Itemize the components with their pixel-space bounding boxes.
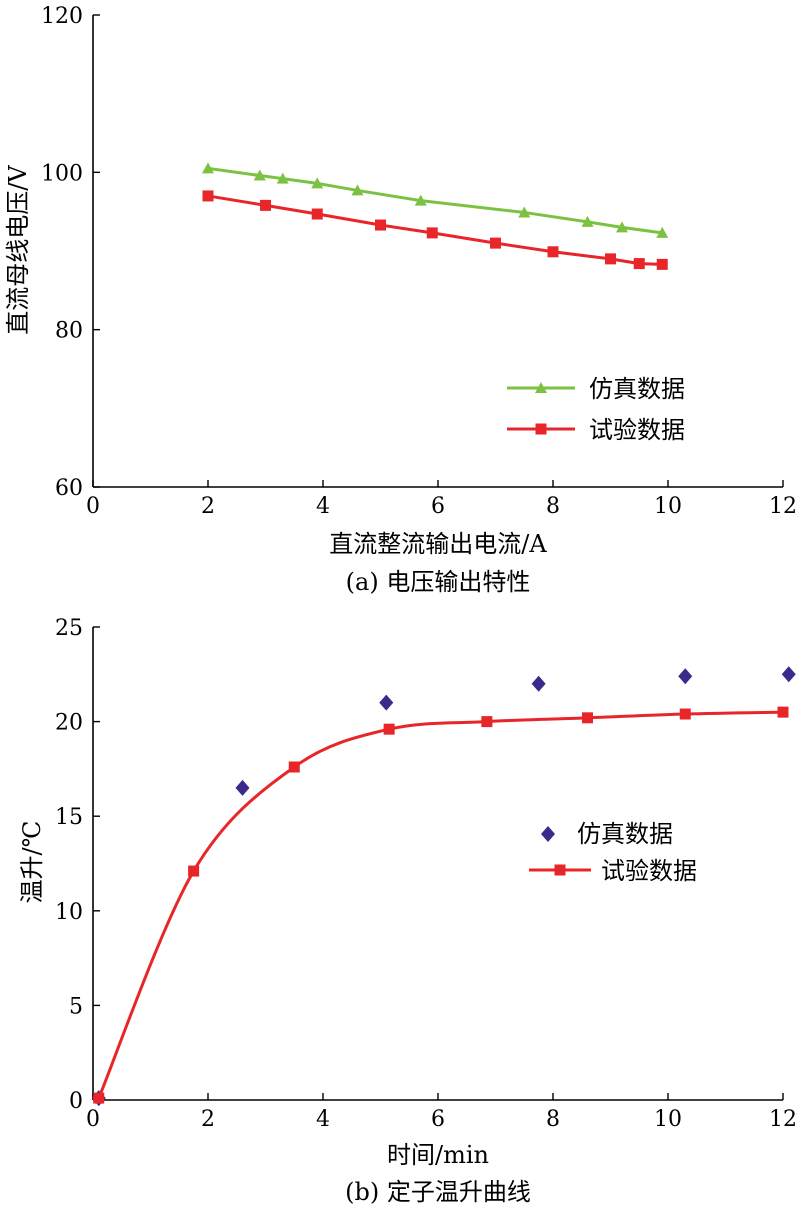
data-point: [202, 190, 214, 202]
data-point: [581, 215, 594, 227]
x-tick-label: 0: [86, 1107, 100, 1132]
x-axis-title: 时间/min: [387, 1141, 489, 1169]
y-tick-label: 15: [55, 805, 83, 830]
data-point: [777, 706, 789, 718]
y-tick-label: 100: [41, 161, 83, 186]
data-point: [633, 258, 645, 270]
x-tick-label: 10: [654, 494, 682, 519]
legend-label-sim: 仿真数据: [577, 820, 673, 848]
data-point: [93, 1092, 105, 1104]
data-point: [311, 177, 324, 189]
ticks: 0 2 4 6 8 10 12 0 5 10 15 20 25: [55, 616, 797, 1132]
x-tick-label: 10: [654, 1107, 682, 1132]
x-tick-label: 2: [201, 494, 215, 519]
data-point: [582, 712, 593, 724]
y-axis-title: 直流母线电压/V: [4, 165, 32, 335]
series-group: [91, 666, 796, 1107]
y-tick-label: 120: [41, 4, 83, 29]
data-point: [518, 206, 531, 218]
data-point: [678, 668, 693, 685]
data-point: [383, 723, 395, 735]
data-point: [414, 194, 427, 206]
x-axis-title: 直流整流输出电流/A: [329, 530, 547, 558]
data-point: [656, 226, 669, 238]
legend-marker: [554, 864, 566, 876]
data-point: [253, 169, 266, 181]
ticks: 0 2 4 6 8 10 12 60 80 100 120: [41, 4, 797, 519]
data-point: [351, 184, 364, 196]
y-tick-label: 25: [55, 616, 83, 641]
legend-marker: [541, 826, 555, 842]
data-point: [311, 208, 323, 220]
x-tick-label: 12: [769, 494, 797, 519]
data-point: [605, 253, 616, 265]
y-tick-label: 0: [69, 1089, 83, 1114]
data-point: [188, 865, 200, 877]
x-tick-label: 8: [546, 1107, 560, 1132]
x-tick-label: 2: [201, 1107, 215, 1132]
data-point: [531, 675, 546, 692]
data-point: [656, 258, 668, 270]
legend-marker: [535, 423, 547, 435]
series-line: [207, 166, 663, 235]
legend-marker: [535, 382, 547, 393]
x-tick-label: 12: [769, 1107, 797, 1132]
caption: (a) 电压输出特性: [346, 568, 531, 596]
series-group: [202, 162, 669, 270]
data-point: [235, 779, 250, 796]
data-point: [426, 227, 438, 239]
data-point: [379, 694, 394, 711]
legend-label-test: 试验数据: [589, 416, 685, 444]
data-point: [616, 221, 628, 233]
series-line: [207, 194, 663, 266]
y-tick-label: 60: [55, 476, 83, 501]
y-tick-label: 80: [55, 319, 83, 344]
legend-label-test: 试验数据: [601, 857, 697, 885]
data-point: [547, 246, 559, 258]
caption: (b) 定子温升曲线: [345, 1178, 531, 1206]
x-tick-label: 6: [431, 494, 445, 519]
data-point: [375, 219, 386, 231]
data-point: [679, 708, 691, 720]
x-tick-label: 0: [86, 494, 100, 519]
data-point: [481, 716, 493, 728]
legend-label-sim: 仿真数据: [589, 375, 685, 403]
data-point: [781, 666, 796, 683]
y-axis-title: 温升/℃: [18, 821, 46, 904]
x-tick-label: 4: [316, 1107, 330, 1132]
y-tick-label: 10: [55, 900, 83, 925]
series-line: [97, 710, 784, 1099]
y-tick-label: 5: [69, 994, 83, 1019]
legend: 仿真数据 试验数据: [507, 375, 685, 444]
x-tick-label: 4: [316, 494, 330, 519]
chart-voltage: 0 2 4 6 8 10 12 60 80 100 120 仿真数据 试验数据 直流整流输出电流/A…: [4, 4, 797, 596]
y-tick-label: 20: [55, 711, 83, 736]
data-point: [490, 237, 501, 249]
x-tick-label: 6: [431, 1107, 445, 1132]
data-point: [202, 162, 214, 174]
x-tick-label: 8: [546, 494, 560, 519]
legend: 仿真数据 试验数据: [529, 820, 697, 885]
data-point: [260, 199, 271, 211]
data-point: [276, 172, 289, 184]
chart-temperature: 0 2 4 6 8 10 12 0 5 10 15 20 25 仿真数据 试验数据 时间/min 温升/…: [18, 616, 797, 1206]
data-point: [288, 761, 300, 773]
